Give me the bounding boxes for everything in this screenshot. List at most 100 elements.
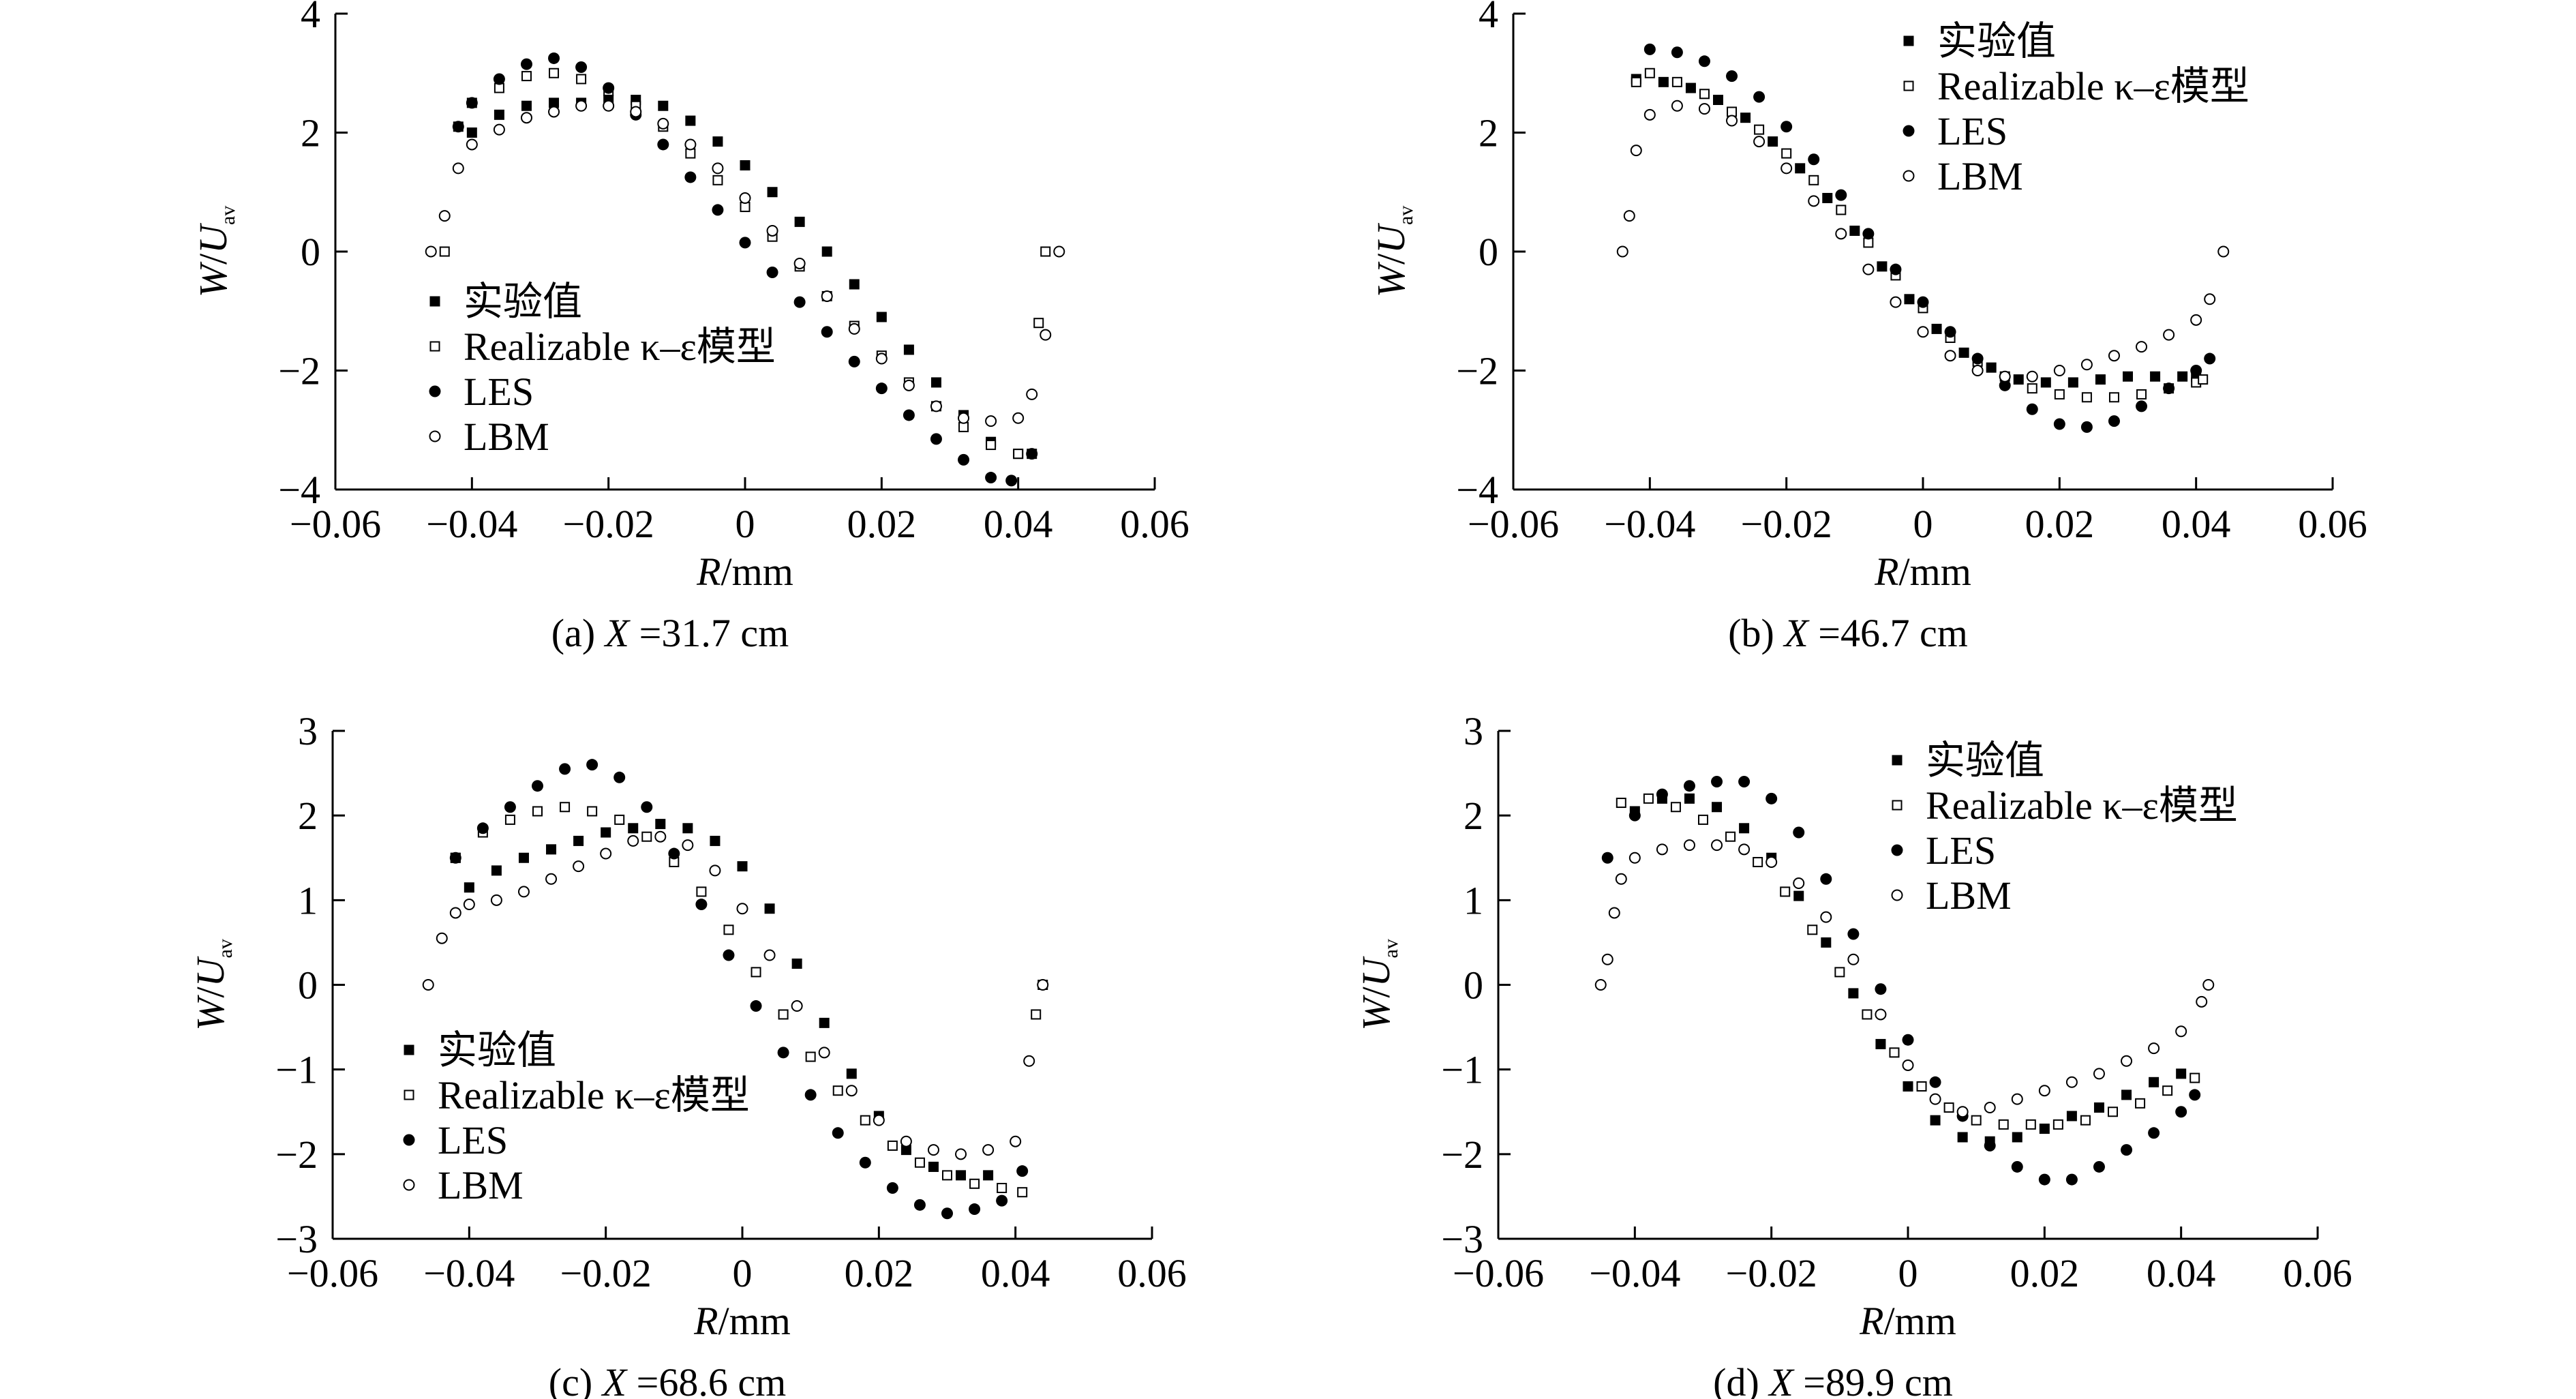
data-point [766,267,778,279]
legend-marker [1891,889,1903,901]
data-point [575,100,588,112]
data-point [466,127,477,138]
data-point [1753,856,1763,867]
x-tick-label: 0.04 [2147,1251,2216,1295]
y-tick-label: 2 [301,111,320,155]
data-point [849,279,860,290]
data-point [1683,839,1695,852]
data-point [2149,1077,2160,1087]
data-point [1698,814,1708,825]
x-tick-label: 0.02 [2025,502,2095,546]
data-point [1916,1081,1927,1092]
data-point [1726,70,1738,82]
data-point [2108,415,2120,427]
data-point [668,847,680,860]
legend-label: LBM [438,1163,524,1207]
data-point [1628,852,1641,864]
data-point [2135,1098,2146,1109]
data-point [1698,55,1710,67]
y-tick-label: 3 [298,709,318,753]
data-point [1601,953,1613,965]
data-point [684,138,697,151]
data-point [710,835,721,846]
data-point [793,296,806,308]
data-point [739,192,751,204]
data-point [958,421,969,432]
data-point [712,175,723,185]
data-point [1902,1034,1914,1046]
panel-c: −0.06 −0.04 −0.02 0 0.02 0.04 0.06 3 2 1 0 −1 −2 −3 R/… [188,709,1187,1399]
legend-marker [403,1134,415,1146]
y-tick-label: 2 [1464,794,1483,838]
data-point [794,216,805,227]
data-point [532,806,543,817]
data-point [2080,1115,2091,1126]
data-point [1754,124,1765,135]
data-point [1712,802,1723,813]
data-point [1944,350,1956,362]
data-point [466,138,478,151]
data-point [1902,1059,1914,1071]
data-point [1616,245,1628,258]
data-point [2039,1124,2050,1134]
data-point [2108,1107,2118,1117]
data-point [1821,937,1832,948]
data-point [2013,374,2024,385]
x-tick-label: −0.06 [1453,1251,1544,1295]
data-point [549,67,560,78]
legend-marker [404,1089,414,1100]
data-point [2026,370,2038,382]
x-tick-label: −0.06 [1468,502,1559,546]
legend-label: LBM [464,415,549,459]
data-point [2136,400,2148,412]
data-point [1820,911,1832,923]
series-3 [1594,839,2215,1118]
data-point [1698,103,1710,115]
data-point [903,344,914,355]
y-tick-label: 4 [1479,0,1498,36]
data-point [886,1182,898,1194]
data-point [804,1089,817,1101]
data-point [576,74,587,85]
data-point [494,109,504,120]
y-tick-label: 2 [1479,111,1498,155]
x-axis-label: R/mm [1859,1299,1956,1343]
x-axis-label: R/mm [1874,550,1971,594]
y-tick-label: −3 [275,1217,318,1261]
data-point [1929,1076,1941,1088]
data-point [2081,392,2092,403]
legend-marker [1903,35,1914,46]
data-point [614,814,625,825]
data-point [712,162,724,175]
legend-label: 实验值 [438,1028,556,1072]
data-point [520,58,532,70]
data-point [1713,95,1723,106]
y-tick-label: 1 [298,878,318,922]
data-point [1998,1119,2009,1130]
data-point [1793,890,1804,901]
data-point [466,97,478,109]
data-point [2095,374,2106,385]
data-point [903,409,915,421]
legend-marker [1891,844,1903,856]
data-point [900,1145,911,1156]
y-tick-label: 2 [298,794,318,838]
legend-marker [1892,800,1903,811]
data-point [1917,296,1929,308]
data-point [1768,136,1778,147]
data-point [520,112,532,124]
data-point [956,1170,967,1181]
panel-caption: (a) X =31.7 cm [551,611,789,655]
data-point [641,801,653,813]
data-point [696,886,707,897]
data-point [654,830,667,843]
y-tick-label: −1 [1441,1048,1483,1092]
data-point [560,802,571,813]
data-point [1643,793,1654,804]
y-axis-label: W/Uav [1369,206,1417,298]
data-point [1037,979,1049,991]
data-point [2080,421,2093,433]
y-axis-label: W/Uav [188,939,237,1031]
